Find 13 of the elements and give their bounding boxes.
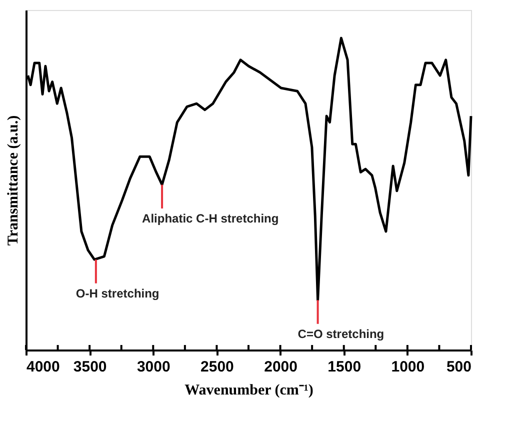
annotation: Aliphatic C-H stretching: [142, 211, 279, 226]
x-tick-label: 2000: [264, 358, 298, 376]
x-tick-label: 2500: [200, 358, 234, 376]
annotation: O-H stretching: [76, 286, 160, 300]
x-tick-label: 1000: [391, 358, 425, 376]
x-axis-title: Wavenumber (cm⁻¹): [184, 382, 314, 398]
x-tick-label: 4000: [26, 358, 60, 376]
x-tick-label: 1500: [328, 358, 362, 376]
y-axis-title: Transmittance (a.u.): [6, 115, 22, 246]
x-tick-label: 3000: [136, 358, 170, 376]
x-tick-label: 500: [446, 358, 472, 376]
annotation: C=O stretching: [298, 326, 384, 341]
x-tick-label: 3500: [73, 358, 107, 376]
